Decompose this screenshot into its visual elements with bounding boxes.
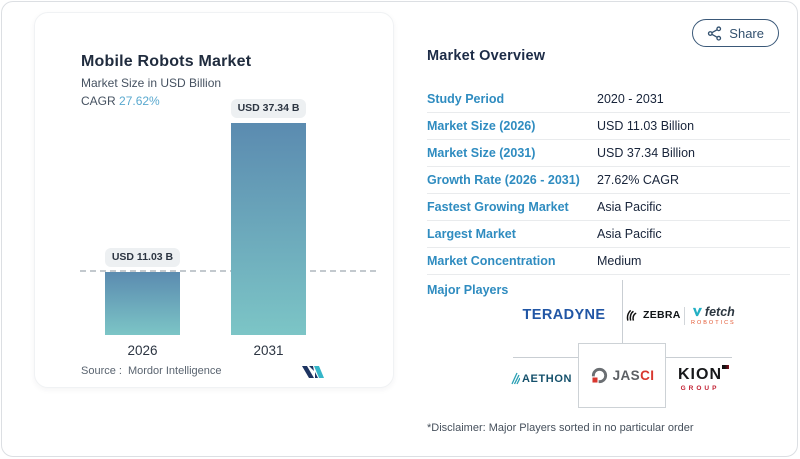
zebra-head-icon <box>626 309 637 321</box>
jasci-logo-box: JASCI <box>578 343 666 408</box>
bar-value-label-2026: USD 11.03 B <box>105 248 180 267</box>
share-button-label: Share <box>729 25 764 41</box>
row-label: Market Concentration <box>427 254 556 268</box>
zebra-logo: ZEBRA <box>626 308 681 322</box>
table-row: Study Period 2020 - 2031 <box>427 86 790 113</box>
row-value: USD 11.03 Billion <box>597 119 695 133</box>
row-value: Medium <box>597 254 642 268</box>
chart-panel: Mobile Robots Market Market Size in USD … <box>34 12 394 388</box>
major-players-label: Major Players <box>427 283 509 297</box>
cagr-label: CAGR <box>81 94 116 108</box>
kion-mark-icon <box>722 365 729 369</box>
table-row: Largest Market Asia Pacific <box>427 221 790 248</box>
aethon-logo: AETHON <box>510 372 572 385</box>
logo-separator <box>684 307 685 325</box>
table-row: Market Size (2026) USD 11.03 Billion <box>427 113 790 140</box>
kion-logo-subtext: GROUP <box>680 385 720 392</box>
fetch-logo-text: fetch <box>704 305 735 319</box>
share-button[interactable]: Share <box>692 19 779 47</box>
chart-header: Mobile Robots Market Market Size in USD … <box>81 53 251 108</box>
table-row: Fastest Growing Market Asia Pacific <box>427 194 790 221</box>
kion-logo: KION GROUP <box>670 365 730 392</box>
x-axis-label-2031: 2031 <box>253 343 284 358</box>
bar-group-2031: USD 37.34 B <box>231 99 306 335</box>
source-line: Source : Mordor Intelligence <box>81 365 222 377</box>
jasci-ring-icon <box>590 367 607 384</box>
bar-group-2026: USD 11.03 B <box>105 248 180 335</box>
table-row: Market Size (2031) USD 37.34 Billion <box>427 140 790 167</box>
row-value: USD 37.34 Billion <box>597 146 695 160</box>
overview-table: Study Period 2020 - 2031 Market Size (20… <box>427 86 790 275</box>
row-label: Study Period <box>427 92 505 106</box>
teradyne-logo: TERADYNE <box>522 307 606 323</box>
players-grid-horizontal-line <box>513 357 578 358</box>
market-overview-panel: Market Overview Study Period 2020 - 2031… <box>424 2 792 456</box>
players-grid-vertical-line <box>622 280 623 343</box>
source-name: Mordor Intelligence <box>127 365 222 377</box>
chart-title: Mobile Robots Market <box>81 53 252 70</box>
bar-2031 <box>231 123 306 335</box>
fetch-robotics-logo: fetch ROBOTICS <box>691 305 736 326</box>
reference-dashed-line <box>80 270 376 272</box>
mordor-intelligence-logo-icon <box>302 366 324 378</box>
aethon-feather-icon <box>511 372 520 385</box>
jasci-logo-text: JAS <box>612 368 641 383</box>
fetch-logo-subtext: ROBOTICS <box>691 320 736 326</box>
row-label: Growth Rate (2026 - 2031) <box>427 173 580 187</box>
share-nodes-icon <box>708 25 722 41</box>
row-label: Fastest Growing Market <box>427 200 569 214</box>
cagr-value: 27.62% <box>119 94 160 108</box>
row-label: Market Size (2026) <box>427 119 536 133</box>
cagr-line: CAGR 27.62% <box>81 94 251 108</box>
row-value: 2020 - 2031 <box>597 92 664 106</box>
source-label: Source : <box>81 365 122 377</box>
kion-logo-text: KION <box>678 365 729 384</box>
bar-2026 <box>105 272 180 335</box>
row-label: Largest Market <box>427 227 516 241</box>
chart-subtitle: Market Size in USD Billion <box>81 76 222 90</box>
row-label: Market Size (2031) <box>427 146 536 160</box>
zebra-logo-text: ZEBRA <box>643 309 681 321</box>
x-axis-label-2026: 2026 <box>127 343 158 358</box>
jasci-logo-text-accent: CI <box>640 368 655 383</box>
players-grid-horizontal-line <box>666 357 732 358</box>
fetch-v-icon <box>692 307 702 317</box>
bar-chart: USD 11.03 B USD 37.34 B 2026 2031 <box>35 13 393 387</box>
bar-value-label-2031: USD 37.34 B <box>231 99 306 118</box>
row-value: Asia Pacific <box>597 227 662 241</box>
aethon-logo-text: AETHON <box>522 373 573 385</box>
row-value: Asia Pacific <box>597 200 662 214</box>
row-value: 27.62% CAGR <box>597 173 679 187</box>
table-row: Growth Rate (2026 - 2031) 27.62% CAGR <box>427 167 790 194</box>
overview-title: Market Overview <box>427 48 546 64</box>
table-row: Market Concentration Medium <box>427 248 790 275</box>
disclaimer-text: *Disclaimer: Major Players sorted in no … <box>427 422 694 434</box>
